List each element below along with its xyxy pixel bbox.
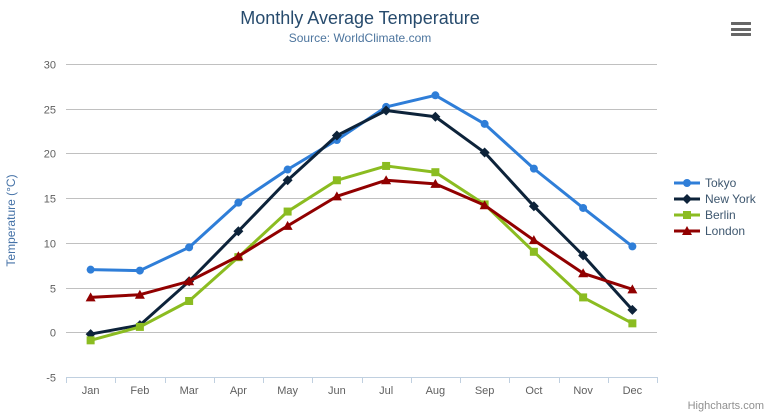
x-axis-label: Jan bbox=[82, 385, 100, 397]
y-axis-label: 25 bbox=[44, 105, 56, 117]
series-marker bbox=[529, 164, 538, 173]
series-marker bbox=[627, 304, 638, 315]
series-marker bbox=[683, 179, 691, 187]
x-axis-label: Feb bbox=[130, 385, 149, 397]
y-axis-label: 5 bbox=[50, 284, 56, 296]
x-axis-label: Aug bbox=[426, 385, 446, 397]
series-marker bbox=[528, 235, 539, 245]
series-line-london bbox=[89, 178, 634, 299]
series-marker bbox=[682, 226, 692, 235]
credits-link[interactable]: Highcharts.com bbox=[687, 400, 764, 412]
triangle-marker-icon bbox=[674, 226, 700, 235]
series-marker bbox=[682, 194, 692, 204]
series-marker bbox=[579, 203, 588, 212]
legend-item-berlin[interactable]: Berlin bbox=[674, 208, 756, 222]
series-marker bbox=[86, 336, 95, 345]
series-marker bbox=[430, 111, 441, 122]
series-marker bbox=[331, 130, 342, 141]
hamburger-bar bbox=[731, 27, 751, 31]
y-axis-label: 30 bbox=[44, 60, 56, 72]
series-marker bbox=[628, 242, 637, 251]
series-marker bbox=[628, 319, 637, 328]
legend-item-tokyo[interactable]: Tokyo bbox=[674, 176, 756, 190]
series-marker bbox=[480, 119, 489, 128]
series-line-new-york bbox=[89, 109, 634, 336]
legend-label: New York bbox=[705, 192, 756, 206]
series-marker bbox=[579, 293, 588, 302]
series-marker bbox=[479, 200, 490, 210]
series-line-berlin bbox=[89, 164, 634, 342]
series-marker bbox=[331, 191, 342, 201]
legend-label: London bbox=[705, 224, 746, 238]
series-marker bbox=[430, 178, 441, 188]
x-axis-label: Dec bbox=[623, 385, 643, 397]
series-marker bbox=[234, 198, 243, 207]
series-marker bbox=[479, 147, 490, 158]
legend-label: Tokyo bbox=[705, 176, 737, 190]
chart-subtitle: Source: WorldClimate.com bbox=[288, 31, 432, 45]
y-axis-label: -5 bbox=[46, 373, 56, 385]
series-marker bbox=[85, 292, 96, 302]
series-marker bbox=[283, 165, 292, 174]
x-axis-label: Nov bbox=[573, 385, 593, 397]
series-marker bbox=[382, 161, 391, 170]
square-marker-icon bbox=[674, 211, 700, 219]
series-marker bbox=[282, 175, 293, 186]
x-axis-label: Jun bbox=[328, 385, 346, 397]
y-axis-label: 0 bbox=[50, 328, 56, 340]
y-axis-label: 15 bbox=[44, 194, 56, 206]
series-marker bbox=[134, 289, 145, 299]
series-marker bbox=[185, 296, 194, 305]
hamburger-bar bbox=[731, 33, 751, 36]
legend: Tokyo New York Berlin London bbox=[674, 176, 756, 238]
series-marker bbox=[283, 207, 292, 216]
x-axis-label: May bbox=[277, 385, 298, 397]
series-marker bbox=[233, 226, 244, 237]
x-axis-label: Mar bbox=[180, 385, 199, 397]
series-marker bbox=[282, 220, 293, 230]
series-marker bbox=[135, 322, 144, 331]
y-axis-title: Temperature (°C) bbox=[4, 174, 18, 266]
series-marker bbox=[184, 276, 195, 286]
x-axis-label: Oct bbox=[525, 385, 542, 397]
legend-item-new-york[interactable]: New York bbox=[674, 192, 756, 206]
series-marker bbox=[578, 250, 589, 261]
y-axis-label: 20 bbox=[44, 149, 56, 161]
legend-label: Berlin bbox=[705, 208, 736, 222]
series-marker bbox=[528, 201, 539, 212]
series-marker bbox=[332, 176, 341, 185]
series-marker bbox=[627, 284, 638, 294]
export-menu-icon[interactable] bbox=[730, 20, 752, 38]
series-marker bbox=[683, 211, 691, 219]
series-marker bbox=[233, 251, 244, 261]
circle-marker-icon bbox=[674, 179, 700, 187]
chart-title: Monthly Average Temperature bbox=[240, 8, 480, 28]
x-axis-label: Sep bbox=[475, 385, 495, 397]
series-marker bbox=[529, 247, 538, 256]
series-marker bbox=[86, 265, 95, 274]
y-axis-label: 10 bbox=[44, 239, 56, 251]
series-marker bbox=[431, 168, 440, 177]
hamburger-bar bbox=[731, 22, 751, 25]
legend-item-london[interactable]: London bbox=[674, 224, 756, 238]
diamond-marker-icon bbox=[674, 194, 700, 204]
series-marker bbox=[381, 175, 392, 185]
series-marker bbox=[578, 268, 589, 278]
series-marker bbox=[185, 243, 194, 252]
series-marker bbox=[381, 105, 392, 116]
series-marker bbox=[135, 266, 144, 275]
series-marker bbox=[431, 91, 440, 100]
x-axis-label: Jul bbox=[379, 385, 393, 397]
x-axis-label: Apr bbox=[230, 385, 247, 397]
